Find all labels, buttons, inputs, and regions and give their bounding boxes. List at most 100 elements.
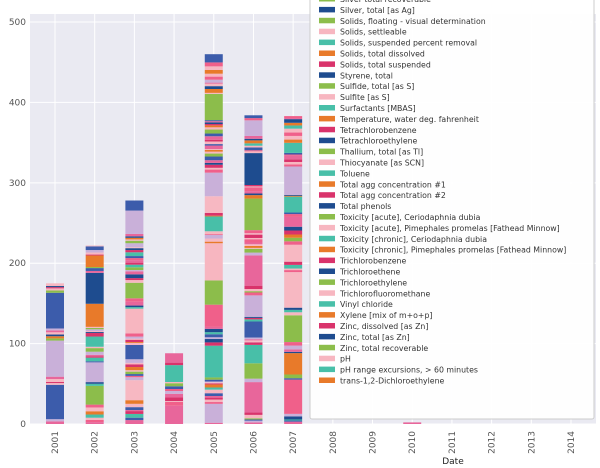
legend-label: Total agg concentration #1 [339, 180, 446, 189]
bar-segment [125, 237, 144, 240]
bar-segment [85, 417, 104, 420]
bar-segment [284, 226, 303, 231]
legend-swatch [319, 105, 335, 111]
x-tick-label: 2008 [329, 431, 339, 454]
bar-segment [46, 338, 64, 341]
legend-entry: Solids, settleable [319, 28, 407, 37]
bar-segment [284, 268, 303, 271]
bar-segment [244, 246, 263, 248]
legend-label: Thallium, total [as Tl] [339, 148, 423, 157]
bar-segment [284, 264, 303, 269]
bar-segment [204, 215, 223, 217]
bar-segment [204, 73, 223, 77]
bar-segment [204, 62, 223, 67]
bar-segment [244, 237, 263, 240]
bar-segment [85, 272, 104, 304]
bar-segment [125, 362, 144, 365]
bar-segment [244, 248, 263, 253]
bar-segment [284, 155, 303, 160]
bar-2007 [284, 116, 303, 424]
bar-segment [284, 196, 303, 213]
bar-segment [284, 312, 303, 316]
bar-segment [204, 381, 223, 383]
bar-segment [204, 422, 223, 424]
legend-entry: Toxicity [chronic], Pimephales promelas … [319, 246, 566, 255]
bar-segment [244, 150, 263, 152]
legend-entry: Sulfite [as S] [319, 93, 390, 102]
bar-segment [125, 336, 144, 339]
bar-segment [244, 135, 263, 139]
bar-segment [165, 383, 184, 387]
bar-segment [204, 145, 223, 150]
bar-segment [165, 401, 184, 406]
bar-segment [85, 351, 104, 355]
bar-segment [125, 338, 144, 340]
bar-segment [284, 118, 303, 120]
bar-segment [204, 149, 223, 152]
legend-label: Temperature, water deg. fahrenheit [339, 115, 479, 124]
bar-segment [125, 247, 144, 249]
bar-segment [204, 86, 223, 89]
legend-label: Trichloroethylene [339, 278, 407, 287]
bar-segment [284, 345, 303, 350]
bar-segment [204, 402, 223, 404]
legend-swatch [319, 83, 335, 89]
legend-entry: Solids, floating - visual determination [319, 17, 486, 26]
bar-segment [284, 351, 303, 354]
bar-segment [284, 161, 303, 165]
legend-entry: Thiocyanate [as SCN] [319, 159, 424, 168]
legend-label: Solids, total suspended [340, 60, 431, 69]
bar-segment [46, 340, 64, 377]
bar-segment [244, 337, 263, 340]
legend-swatch [319, 28, 335, 35]
bar-segment [125, 278, 144, 281]
legend-swatch [319, 126, 335, 133]
x-tick-label: 2007 [289, 431, 299, 454]
legend-swatch [319, 94, 335, 100]
bar-segment [125, 411, 144, 414]
bar-segment [125, 370, 144, 372]
legend-swatch [319, 268, 335, 274]
legend-entry: Styrene, total [319, 71, 393, 80]
bar-segment [165, 405, 184, 424]
bar-segment [85, 332, 104, 334]
legend-label: pH [340, 355, 351, 364]
bar-segment [85, 407, 104, 412]
bar-segment [244, 247, 263, 249]
bar-segment [125, 256, 144, 259]
legend-swatch [319, 6, 335, 13]
bar-segment [284, 159, 303, 162]
bar-segment [125, 403, 144, 408]
x-tick-label: 2014 [567, 431, 577, 454]
bar-segment [244, 191, 263, 194]
legend-swatch [319, 192, 335, 198]
bar-segment [204, 213, 223, 216]
bar-segment [284, 135, 303, 140]
bar-segment [204, 124, 223, 126]
bar-segment [204, 238, 223, 242]
bar-segment [125, 233, 144, 237]
bar-segment [46, 292, 64, 329]
bar-segment [46, 421, 64, 424]
legend-entry: Solids, total dissolved [319, 50, 425, 59]
bar-segment [204, 169, 223, 173]
bar-segment [204, 83, 223, 87]
bar-segment [244, 321, 263, 338]
legend-entry: Toxicity [acute], Pimephales promelas [F… [319, 224, 560, 233]
bar-segment [204, 88, 223, 93]
bar-segment [165, 386, 184, 390]
bar-segment [204, 164, 223, 168]
legend-swatch [319, 366, 335, 373]
bar-segment [244, 230, 263, 234]
legend-label: Toxicity [chronic], Pimephales promelas … [339, 246, 566, 255]
bar-segment [244, 255, 263, 286]
x-tick-label: 2010 [408, 431, 418, 454]
bar-segment [85, 422, 104, 424]
bar-segment [204, 328, 223, 333]
bar-segment [204, 122, 223, 125]
bar-segment [85, 336, 104, 347]
legend-label: Toxicity [acute], Pimephales promelas [F… [339, 224, 560, 233]
legend-entry: Sulfide, total [as S] [319, 82, 414, 91]
bar-segment [125, 377, 144, 381]
legend-label: Solids, total dissolved [340, 50, 425, 59]
